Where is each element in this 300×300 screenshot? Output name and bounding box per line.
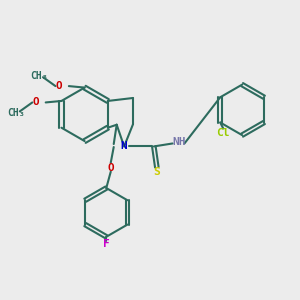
Text: NH: NH: [172, 137, 186, 147]
Text: CH₃: CH₃: [30, 71, 48, 81]
Text: CH₃: CH₃: [7, 108, 25, 118]
Text: Cl: Cl: [217, 128, 230, 138]
Text: O: O: [107, 163, 114, 173]
Text: S: S: [153, 167, 160, 177]
Text: N: N: [121, 141, 128, 152]
Text: O: O: [33, 98, 40, 107]
Text: F: F: [103, 239, 110, 249]
Text: O: O: [56, 81, 63, 91]
